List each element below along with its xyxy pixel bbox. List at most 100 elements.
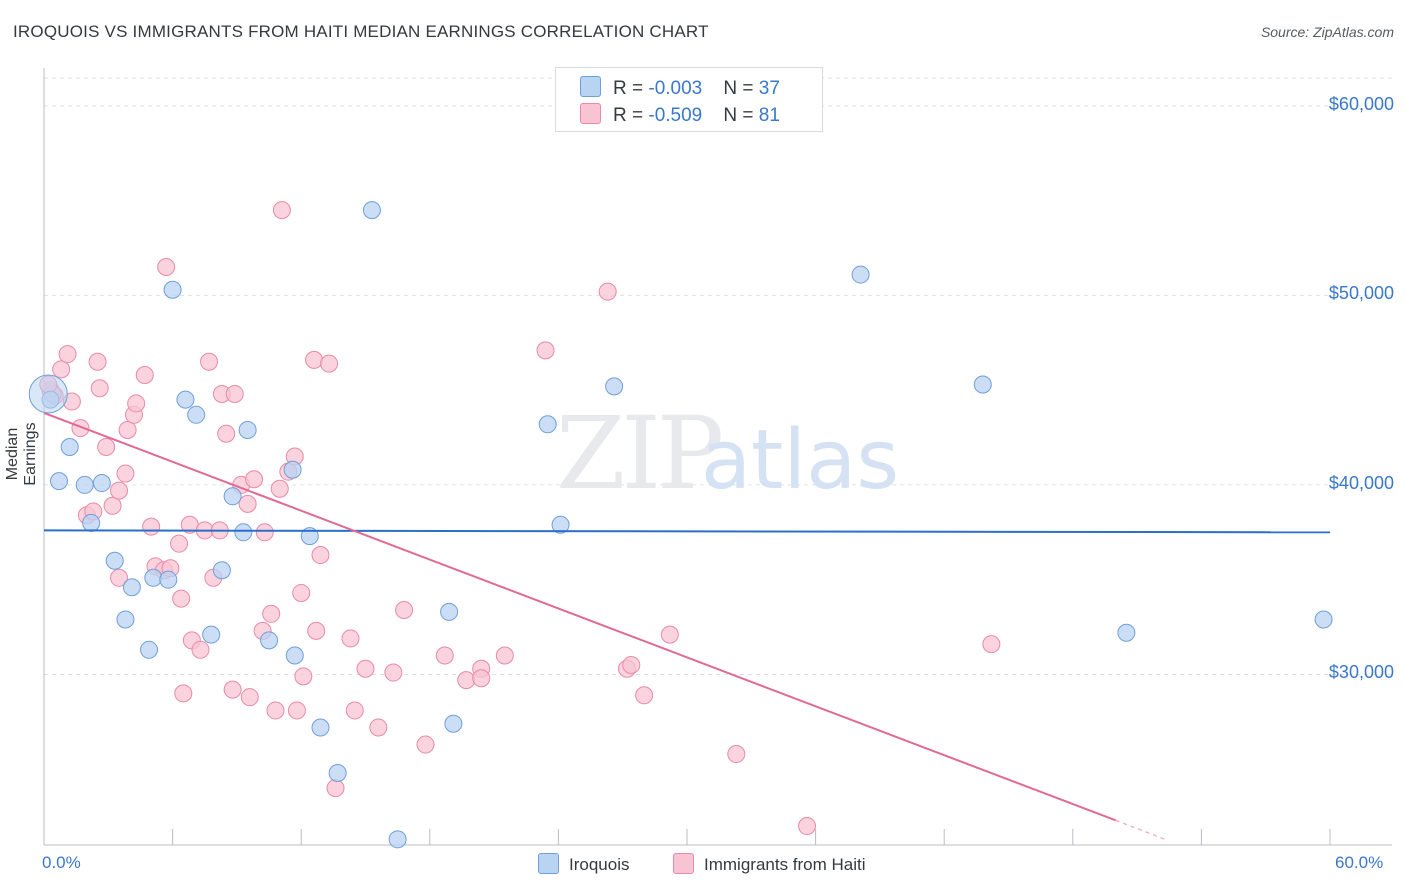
- haiti-point: [311, 546, 330, 565]
- haiti-point: [135, 366, 154, 385]
- haiti-trend-line: [43, 411, 1117, 822]
- iroquois-trend-line: [43, 529, 1331, 534]
- haiti-point: [110, 481, 129, 500]
- haiti-point: [798, 817, 817, 836]
- haiti-point: [660, 625, 679, 644]
- watermark: ZIP atlas: [556, 395, 899, 512]
- haiti-point: [223, 680, 242, 699]
- iroquois-point: [444, 714, 463, 733]
- chart-source: Source: ZipAtlas.com: [1260, 24, 1394, 40]
- haiti-point: [118, 420, 137, 439]
- iroquois-point: [50, 472, 69, 491]
- iroquois-point: [140, 640, 159, 659]
- iroquois-point: [144, 568, 163, 587]
- bottom-legend-haiti: Immigrants from Haiti: [673, 853, 866, 875]
- haiti-point: [174, 684, 193, 703]
- iroquois-point: [163, 280, 182, 299]
- iroquois-point: [176, 390, 195, 409]
- haiti-point: [170, 534, 189, 553]
- iroquois-point: [234, 523, 253, 542]
- iroquois-point: [82, 513, 101, 532]
- haiti-point: [457, 671, 476, 690]
- haiti-point: [292, 583, 311, 602]
- iroquois-point: [238, 420, 257, 439]
- bottom-legend-iroquois: Iroquois: [538, 853, 629, 875]
- haiti-point: [598, 282, 617, 301]
- haiti-point: [245, 470, 264, 489]
- legend-n-label: N =: [723, 78, 759, 99]
- iroquois-point: [122, 578, 141, 597]
- iroquois-point-large: [28, 374, 68, 414]
- haiti-point: [88, 352, 107, 371]
- haiti-point: [272, 201, 291, 220]
- legend-r-label: R =: [613, 78, 649, 99]
- x-tick-min: 0.0%: [42, 853, 81, 872]
- haiti-point: [127, 394, 146, 413]
- correlation-legend: R = -0.003 N = 37 R = -0.509 N = 81: [555, 67, 823, 132]
- haiti-point: [90, 379, 109, 398]
- iroquois-point: [285, 646, 304, 665]
- legend-r-label: R =: [613, 105, 649, 126]
- haiti-point: [266, 701, 285, 720]
- haiti-point: [536, 341, 555, 360]
- haiti-point: [200, 352, 219, 371]
- y-tick-label: $40,000: [1328, 472, 1394, 493]
- iroquois-point: [159, 570, 178, 589]
- iroquois-legend-swatch: [538, 853, 559, 874]
- haiti-point: [157, 257, 176, 276]
- trend-lines: [43, 411, 1331, 841]
- haiti-point: [384, 663, 403, 682]
- iroquois-point: [260, 631, 279, 650]
- iroquois-point: [75, 475, 94, 494]
- iroquois-point: [388, 830, 407, 849]
- haiti-point: [326, 779, 345, 798]
- haiti-point: [262, 604, 281, 623]
- haiti-point: [320, 354, 339, 373]
- legend-n-label: N =: [723, 105, 759, 126]
- haiti-point: [270, 479, 289, 498]
- haiti-legend-label: Immigrants from Haiti: [704, 855, 866, 874]
- haiti-point: [307, 621, 326, 640]
- legend-row-haiti: R = -0.509 N = 81: [580, 103, 780, 127]
- haiti-point: [345, 701, 364, 720]
- iroquois-point: [1314, 610, 1333, 629]
- haiti-swatch: [580, 103, 601, 124]
- svg-text:ZIP: ZIP: [556, 395, 721, 512]
- haiti-point: [395, 601, 414, 620]
- haiti-point: [369, 718, 388, 737]
- iroquois-legend-label: Iroquois: [569, 855, 630, 874]
- iroquois-point: [362, 201, 381, 220]
- iroquois-point: [60, 438, 79, 457]
- axes: [43, 68, 1392, 846]
- iroquois-point: [538, 415, 557, 434]
- svg-text:atlas: atlas: [701, 413, 899, 508]
- haiti-point: [97, 438, 116, 457]
- haiti-point: [52, 360, 71, 379]
- legend-row-iroquois: R = -0.003 N = 37: [580, 76, 780, 100]
- y-tick-label: $60,000: [1328, 93, 1394, 114]
- haiti-point: [172, 589, 191, 608]
- chart-title: IROQUOIS VS IMMIGRANTS FROM HAITI MEDIAN…: [13, 22, 709, 41]
- y-tick-label: $50,000: [1328, 283, 1394, 304]
- haiti-point: [240, 688, 259, 707]
- iroquois-point: [187, 405, 206, 424]
- legend-r-value: -0.003: [648, 78, 703, 99]
- iroquois-point: [92, 474, 111, 493]
- legend-n-value: 81: [758, 105, 780, 126]
- haiti-point: [435, 646, 454, 665]
- haiti-point: [142, 517, 161, 536]
- haiti-point: [71, 419, 90, 438]
- haiti-point: [635, 686, 654, 705]
- haiti-point: [103, 496, 122, 515]
- iroquois-point: [212, 561, 231, 580]
- haiti-point: [225, 384, 244, 403]
- haiti-point: [294, 667, 313, 686]
- legend-r-value: -0.509: [648, 105, 703, 126]
- haiti-points: [39, 201, 1001, 836]
- iroquois-point: [973, 375, 992, 394]
- haiti-point: [217, 424, 236, 443]
- y-axis-label: Median Earnings: [4, 422, 39, 486]
- iroquois-point: [202, 625, 221, 644]
- iroquois-point: [223, 487, 242, 506]
